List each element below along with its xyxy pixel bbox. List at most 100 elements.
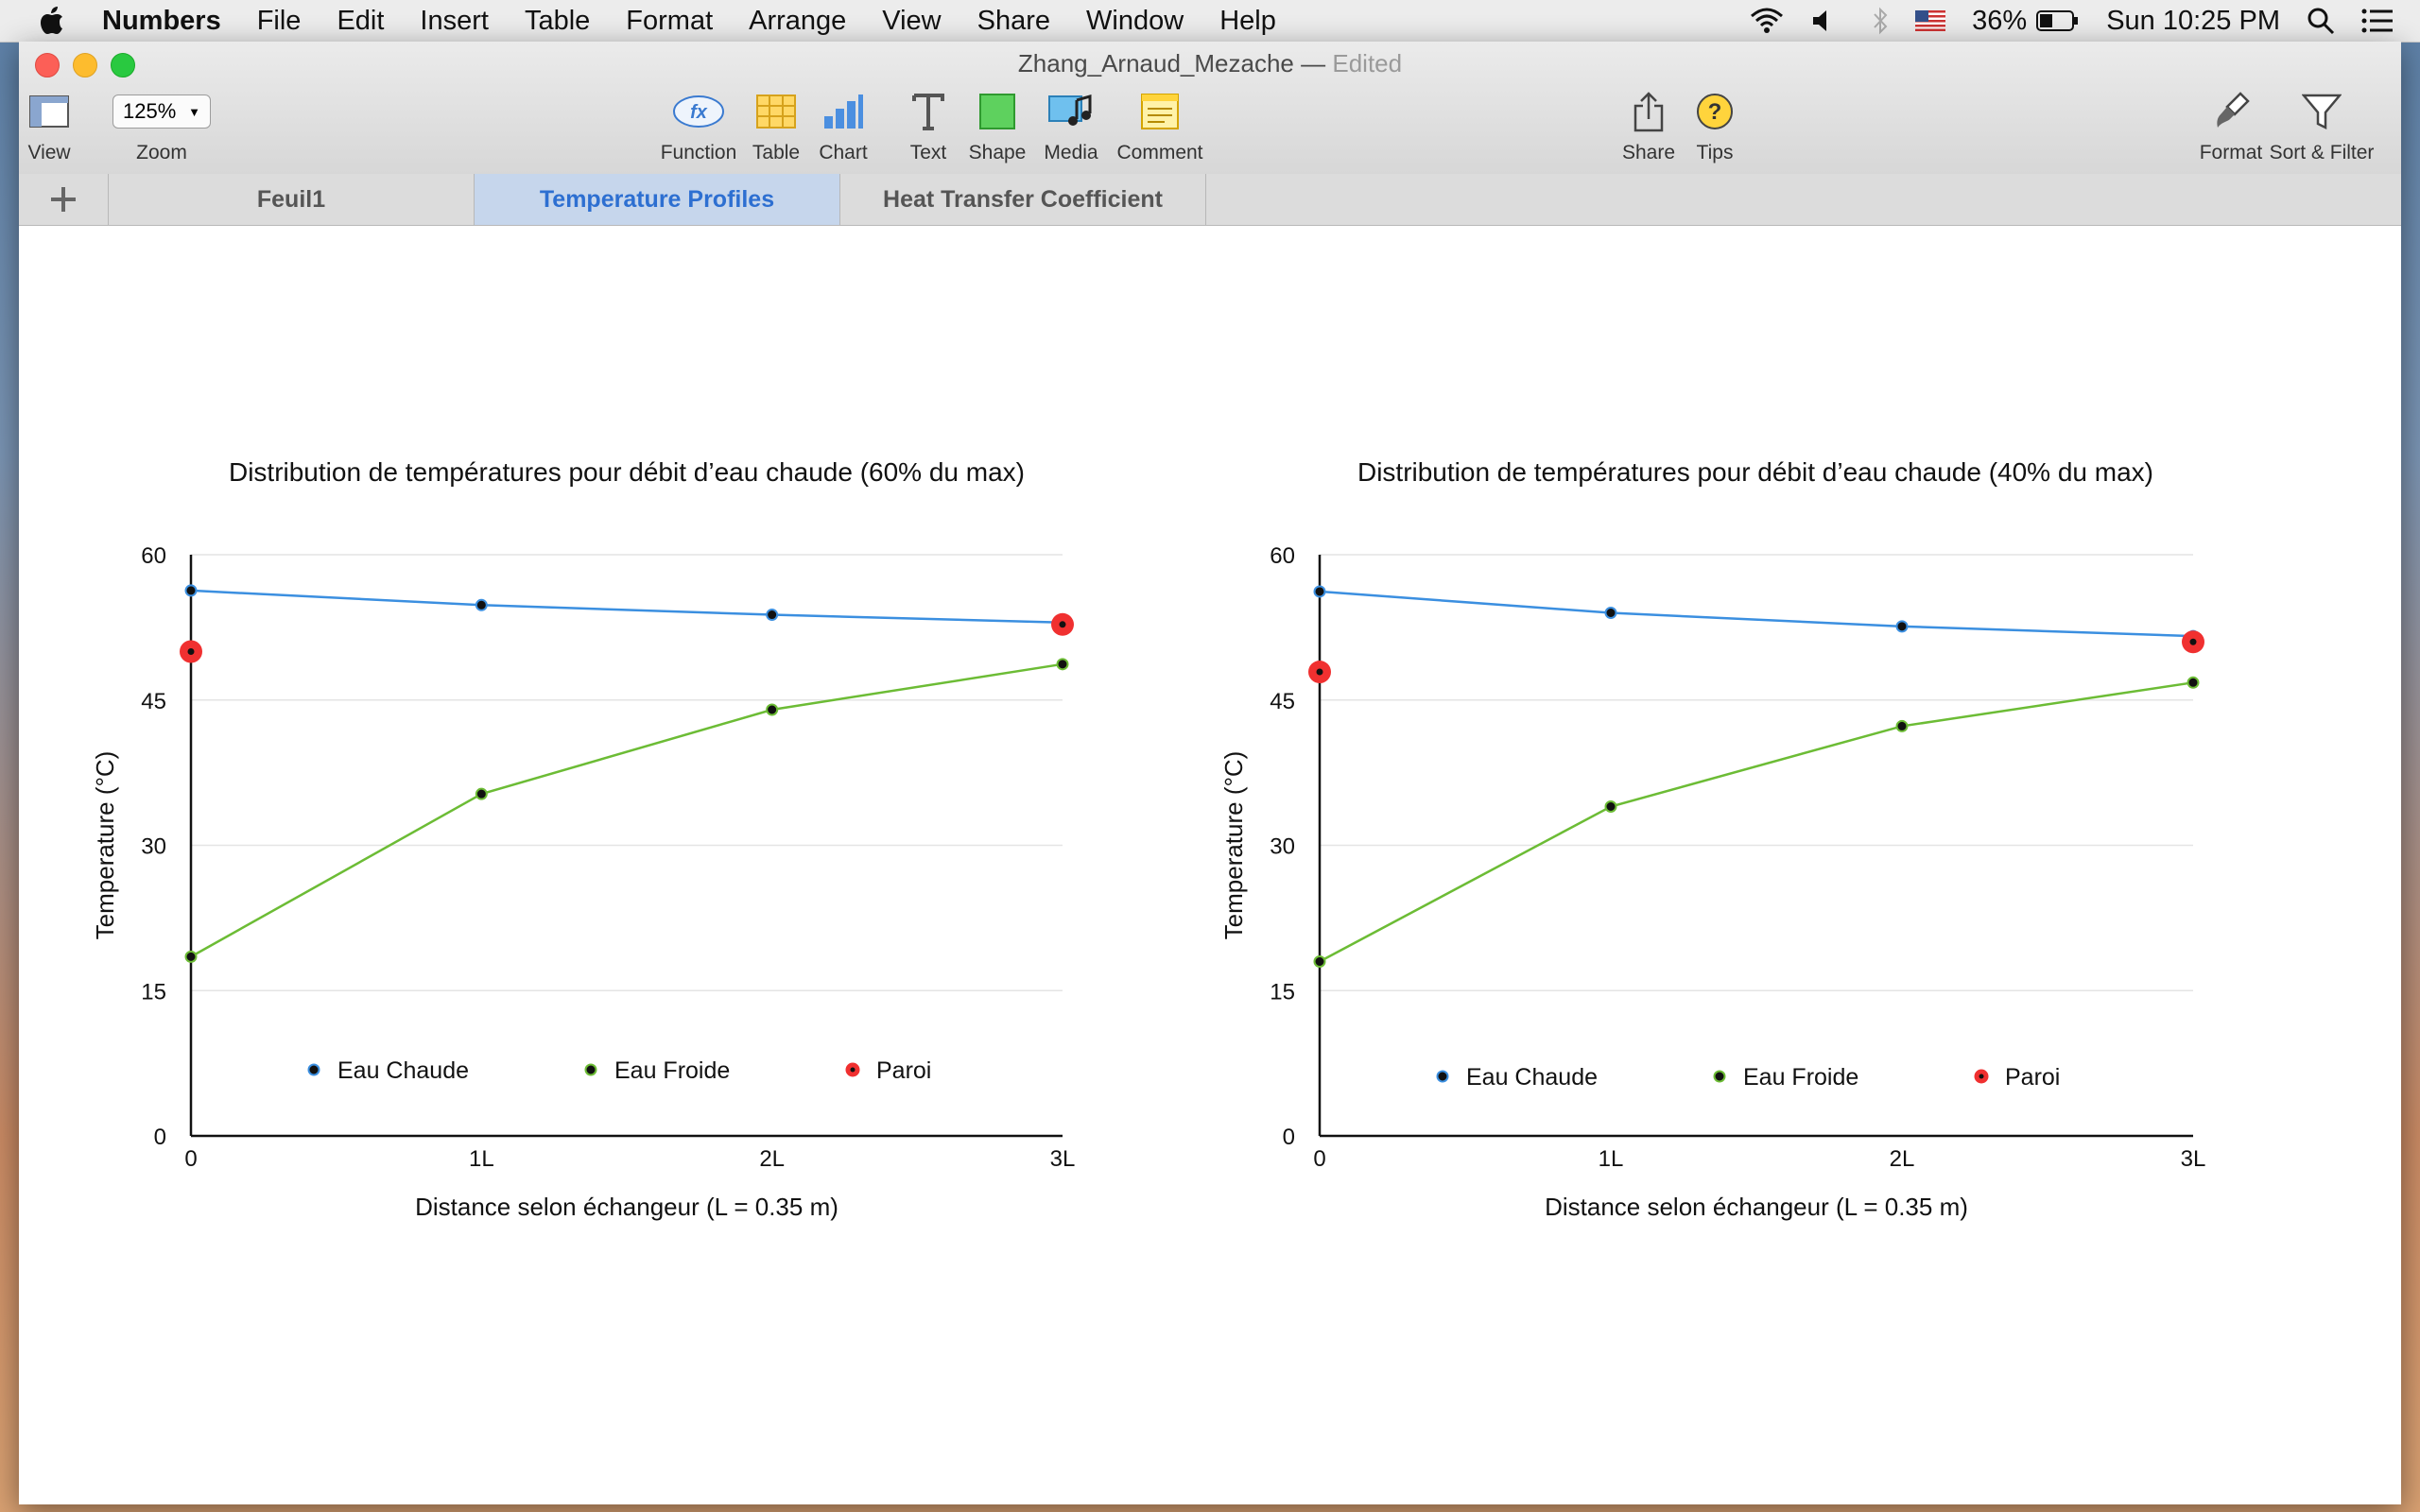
clock[interactable]: Sun 10:25 PM [2106, 5, 2280, 36]
x-tick-label: 1L [1599, 1146, 1624, 1172]
function-label: Function [660, 142, 737, 163]
menu-format[interactable]: Format [626, 5, 714, 36]
filter-funnel-icon [2302, 87, 2342, 136]
tab-temperature-profiles[interactable]: Temperature Profiles [475, 174, 840, 225]
series-paroi [1308, 630, 2204, 684]
battery-percent: 36% [1972, 5, 2028, 36]
y-tick-label: 15 [141, 979, 166, 1005]
table-button[interactable]: Table [748, 87, 804, 164]
add-sheet-button[interactable] [19, 174, 109, 225]
menu-window[interactable]: Window [1086, 5, 1184, 36]
menu-view[interactable]: View [882, 5, 942, 36]
tab-feuil1[interactable]: Feuil1 [109, 174, 475, 225]
table-icon [756, 87, 796, 136]
sort-filter-button[interactable]: Sort & Filter [2265, 87, 2378, 164]
tips-button[interactable]: ? Tips [1686, 87, 1743, 164]
data-point [1604, 800, 1617, 813]
series-line [1319, 681, 2194, 963]
zoom-dropdown[interactable]: 125% ▼ [112, 94, 211, 129]
menu-table[interactable]: Table [524, 5, 591, 36]
document-name: Zhang_Arnaud_Mezache [1017, 49, 1294, 77]
us-flag-icon[interactable] [1915, 10, 1946, 31]
series-eau-chaude [1313, 585, 2200, 643]
data-point [766, 609, 779, 622]
zoom-control[interactable]: 125% ▼ Zoom [110, 87, 214, 164]
format-button[interactable]: Format [2193, 87, 2269, 164]
battery-icon[interactable] [2036, 9, 2080, 32]
svg-text:fx: fx [690, 102, 708, 123]
chart-2: Distribution de températures pour débit … [1219, 457, 2205, 1221]
series-paroi [180, 612, 1074, 663]
data-point [1895, 719, 1909, 732]
sheet-tab-bar: Feuil1 Temperature Profiles Heat Transfe… [19, 174, 2401, 226]
menu-insert[interactable]: Insert [420, 5, 489, 36]
y-tick-label: 60 [141, 543, 166, 569]
series-line [190, 589, 1063, 624]
y-tick-label: 0 [1283, 1125, 1295, 1150]
menu-arrange[interactable]: Arrange [749, 5, 847, 36]
comment-button[interactable]: Comment [1116, 87, 1203, 164]
data-point [1313, 585, 1326, 598]
series-eau-froide [184, 658, 1069, 963]
legend-item: Paroi [845, 1057, 931, 1084]
shape-button[interactable]: Shape [969, 87, 1026, 164]
menu-help[interactable]: Help [1219, 5, 1276, 36]
app-menu[interactable]: Numbers [102, 5, 221, 36]
data-point [766, 703, 779, 716]
menu-share[interactable]: Share [977, 5, 1051, 36]
menu-file[interactable]: File [256, 5, 302, 36]
y-tick-label: 45 [1270, 689, 1295, 714]
comment-icon [1141, 87, 1179, 136]
zoom-window-button[interactable] [111, 53, 135, 77]
wifi-icon[interactable] [1749, 7, 1785, 35]
chart-title: Distribution de températures pour débit … [1357, 457, 2153, 487]
series-eau-chaude [184, 584, 1069, 629]
media-label: Media [1044, 142, 1098, 163]
chart-button[interactable]: Chart [815, 87, 872, 164]
legend-label: Eau Chaude [1466, 1064, 1598, 1091]
media-button[interactable]: Media [1043, 87, 1099, 164]
x-tick-label: 2L [1890, 1146, 1915, 1172]
legend-item: Eau Froide [1713, 1064, 1858, 1091]
menu-edit[interactable]: Edit [337, 5, 385, 36]
tab-heat-transfer-coefficient[interactable]: Heat Transfer Coefficient [840, 174, 1206, 225]
view-button[interactable]: View [27, 87, 71, 164]
shape-icon [979, 87, 1015, 136]
data-point-center [187, 648, 195, 655]
window-title: Zhang_Arnaud_Mezache — Edited [19, 49, 2401, 78]
y-axis-label: Temperature (°C) [91, 751, 119, 940]
share-icon [1633, 87, 1665, 136]
text-button[interactable]: Text [900, 87, 957, 164]
minimize-window-button[interactable] [73, 53, 97, 77]
data-point [1056, 658, 1069, 671]
apple-menu-icon[interactable] [38, 5, 66, 37]
text-icon [911, 87, 945, 136]
data-point [184, 584, 198, 597]
chart-label: Chart [819, 142, 868, 163]
x-tick-label: 0 [1313, 1146, 1325, 1172]
bluetooth-icon[interactable] [1872, 7, 1889, 35]
x-axis-label: Distance selon échangeur (L = 0.35 m) [415, 1193, 838, 1221]
legend-item: Eau Chaude [307, 1057, 469, 1084]
x-tick-label: 0 [184, 1146, 197, 1172]
data-point [184, 950, 198, 963]
close-window-button[interactable] [35, 53, 60, 77]
x-tick-label: 2L [759, 1146, 785, 1172]
function-icon: fx [672, 87, 725, 136]
sort-filter-label: Sort & Filter [2269, 142, 2375, 163]
data-point-center [1316, 668, 1323, 676]
legend-label: Paroi [2005, 1064, 2060, 1091]
share-button[interactable]: Share [1620, 87, 1677, 164]
y-tick-label: 60 [1270, 543, 1295, 569]
legend-marker [1713, 1070, 1726, 1083]
data-point [475, 787, 488, 800]
legend-marker [1436, 1070, 1449, 1083]
function-button[interactable]: fx Function [655, 87, 742, 164]
volume-icon[interactable] [1811, 8, 1832, 34]
legend-label: Eau Chaude [337, 1057, 469, 1084]
y-tick-label: 0 [154, 1125, 166, 1150]
svg-text:?: ? [1708, 99, 1722, 125]
legend-marker [584, 1063, 597, 1076]
notification-center-icon[interactable] [2361, 9, 2394, 33]
spotlight-search-icon[interactable] [2307, 7, 2335, 35]
